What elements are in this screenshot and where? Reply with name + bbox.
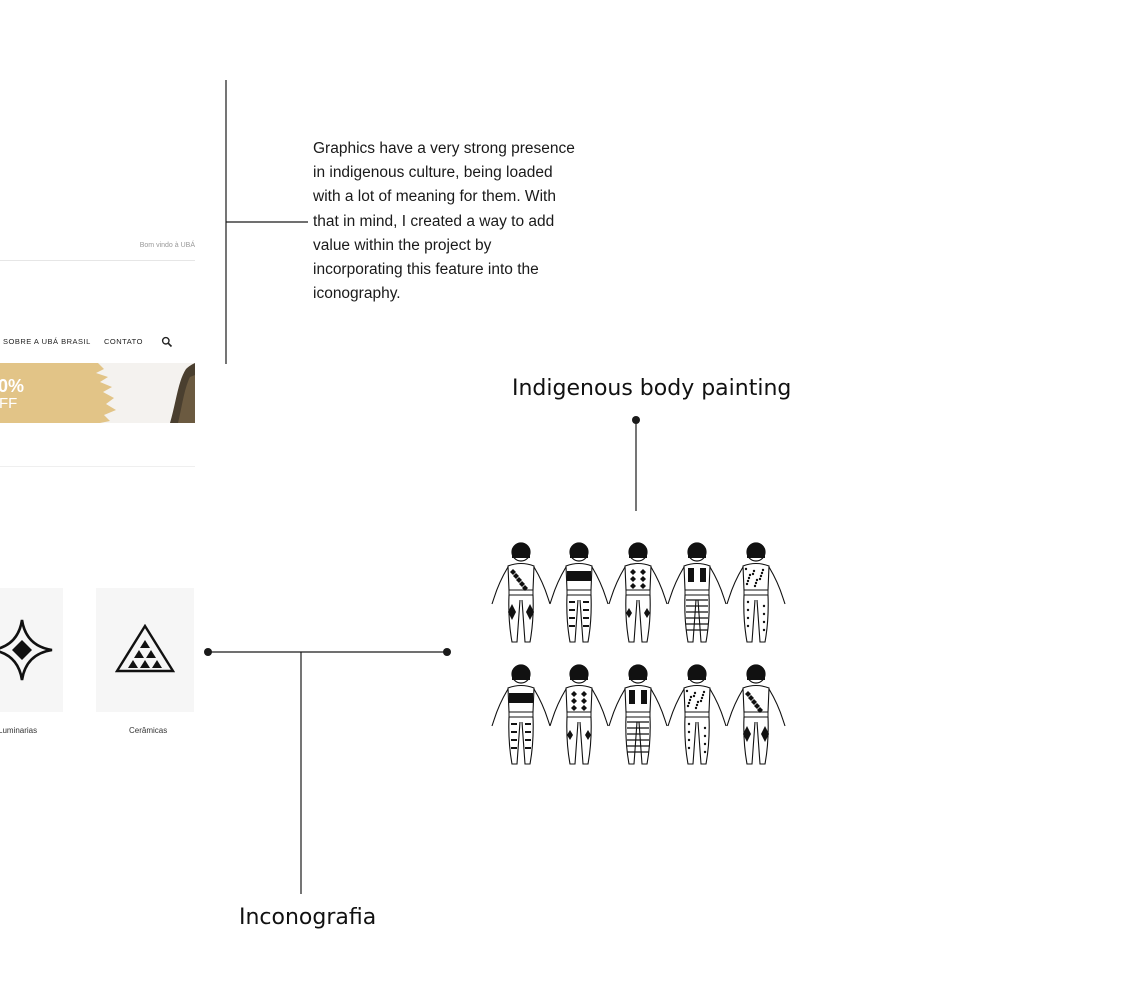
painted-figure: [726, 664, 786, 765]
category-card-ceramicas[interactable]: [96, 588, 194, 712]
triangle-dots-icon: [115, 624, 175, 673]
search-icon[interactable]: [161, 336, 173, 348]
painted-figure: [608, 664, 668, 765]
banner-off-text: FF: [0, 395, 18, 412]
painted-figure: [549, 542, 609, 643]
iconography-title: Inconografia: [239, 905, 377, 930]
website-mockup: Bom vindo à UBÁ SOBRE A UBÁ BRASIL CONTA…: [0, 0, 195, 760]
nav-item-about[interactable]: SOBRE A UBÁ BRASIL: [3, 337, 91, 346]
painted-figure: [667, 664, 727, 765]
section-divider: [0, 466, 195, 467]
diamond-ornament-icon: [0, 619, 53, 681]
painted-figure: [608, 542, 668, 643]
promo-banner[interactable]: 0% FF: [0, 363, 195, 423]
painted-figure: [491, 542, 551, 643]
painted-figure: [667, 542, 727, 643]
category-label-ceramicas: Cerâmicas: [129, 726, 168, 735]
header-divider: [0, 260, 195, 261]
painted-figure: [726, 542, 786, 643]
category-card-luminarias[interactable]: [0, 588, 63, 712]
category-label-luminarias: Luminarias: [0, 726, 38, 735]
body-painting-title: Indigenous body painting: [512, 376, 792, 401]
painted-figure: [491, 664, 551, 765]
brush-stroke-shape: [0, 363, 195, 423]
painted-figure: [549, 664, 609, 765]
welcome-text: Bom vindo à UBÁ: [139, 242, 195, 249]
description-text: Graphics have a very strong presence in …: [313, 140, 575, 303]
banner-percent-text: 0%: [0, 376, 25, 396]
nav-item-contact[interactable]: CONTATO: [104, 337, 143, 346]
body-painting-illustration: [491, 542, 786, 765]
